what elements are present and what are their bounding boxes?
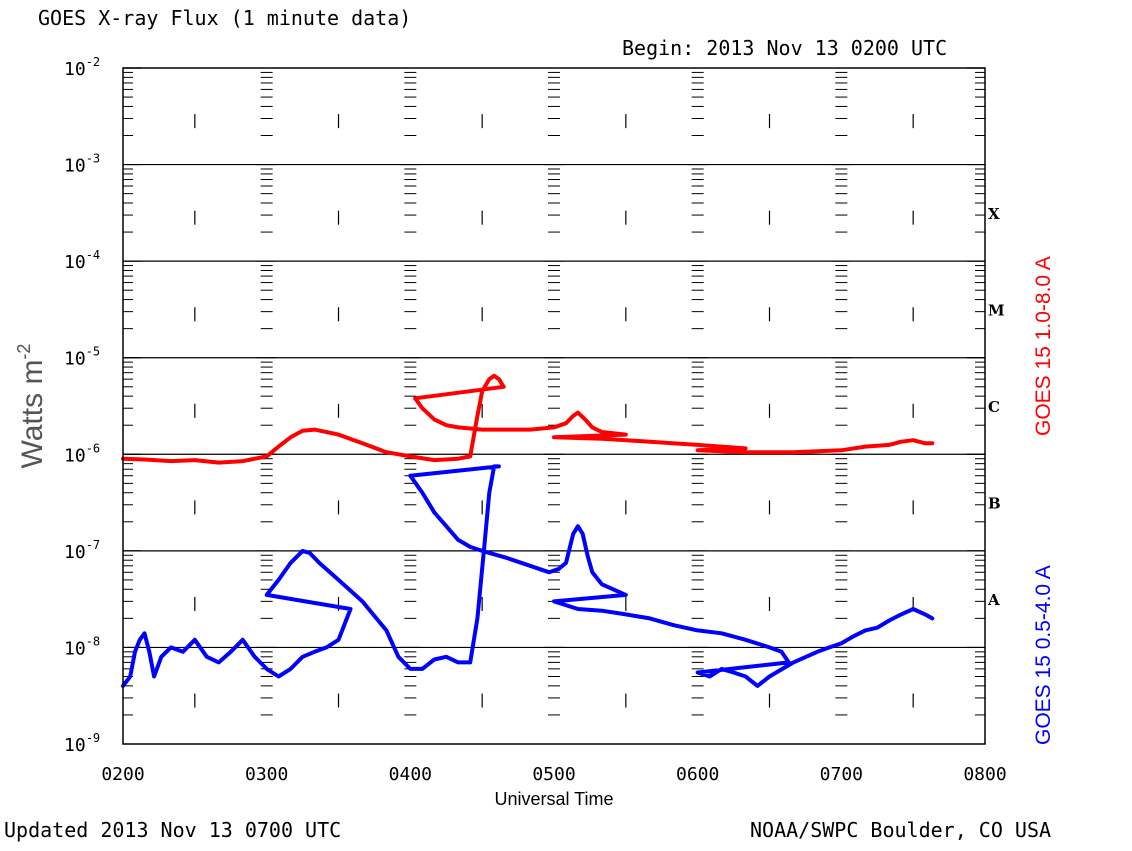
grid-lines [123,163,985,649]
plot-frame [122,67,986,745]
x-tick-label: 0200 [101,764,144,785]
updated-label: Updated 2013 Nov 13 0700 UTC [4,818,342,842]
flare-class-C: C [988,398,1000,416]
y-tick-label: 10-2 [64,55,100,80]
x-tick-label: 0500 [532,764,575,785]
y-tick-label: 10-9 [64,731,100,756]
flare-class-B: B [988,495,1001,513]
series-group [121,373,935,688]
svg-text:Watts m-2: Watts m-2 [14,344,49,469]
y-axis-label-group: Watts m-2 [14,344,49,469]
x-tick-label: 0700 [820,764,863,785]
series-long-line [121,373,935,465]
flare-class-labels: X M C B A [987,205,1005,609]
y-tick-labels: 10-2 10-3 10-4 10-5 10-6 10-7 10-8 10-9 [64,55,100,756]
begin-time-label: Begin: 2013 Nov 13 0200 UTC [622,36,948,60]
legend-long-label: GOES 15 1.0-8.0 A [1032,256,1055,436]
flare-class-X: X [988,205,1000,223]
x-tick-label: 0800 [963,764,1006,785]
y-tick-label: 10-3 [64,152,100,177]
legend-short-label: GOES 15 0.5-4.0 A [1032,565,1055,745]
y-tick-label: 10-5 [64,345,100,370]
y-axis-label-exponent: -2 [14,344,34,360]
y-axis-label: Watts m [16,360,49,469]
x-tick-label: 0300 [245,764,288,785]
flare-class-M: M [988,301,1005,319]
x-tick-label: 0400 [389,764,432,785]
credit-label: NOAA/SWPC Boulder, CO USA [750,818,1052,842]
series-short-line [121,464,935,688]
flare-class-A: A [987,591,1000,609]
y-tick-label: 10-6 [64,441,100,466]
legend-short: GOES 15 0.5-4.0 A [1032,565,1055,745]
y-tick-label: 10-4 [64,248,100,273]
axis-ticks [123,67,985,745]
y-tick-label: 10-8 [64,634,100,659]
x-tick-label: 0600 [676,764,719,785]
x-axis-label: Universal Time [494,789,613,809]
x-tick-labels: 0200 0300 0400 0500 0600 0700 0800 [101,764,1006,785]
chart-title: GOES X-ray Flux (1 minute data) [38,6,412,30]
y-tick-label: 10-7 [64,538,100,563]
legend-long: GOES 15 1.0-8.0 A [1032,256,1055,436]
